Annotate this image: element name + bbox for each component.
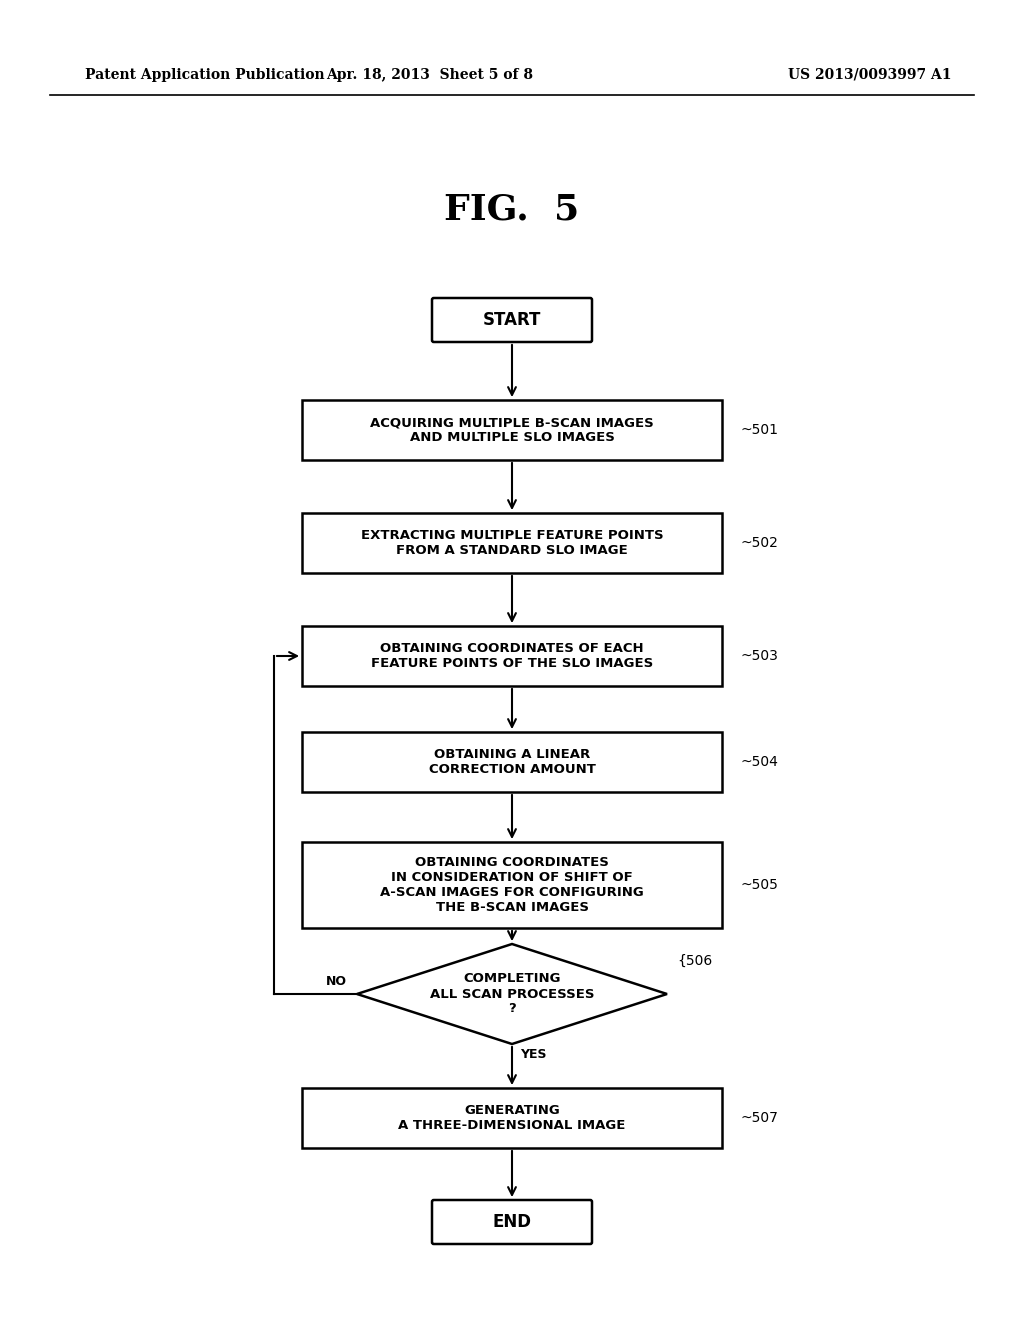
Bar (302, 733, 722, 792)
Text: ACQUIRING MULTIPLE B-SCAN IMAGES
AND MULTIPLE SLO IMAGES: ACQUIRING MULTIPLE B-SCAN IMAGES AND MUL… (370, 416, 654, 444)
Text: ~502: ~502 (740, 536, 778, 550)
Text: START: START (482, 312, 542, 329)
Text: ~503: ~503 (740, 649, 778, 663)
Text: Patent Application Publication: Patent Application Publication (85, 69, 325, 82)
Bar (302, 400, 722, 459)
Text: US 2013/0093997 A1: US 2013/0093997 A1 (788, 69, 951, 82)
Text: EXTRACTING MULTIPLE FEATURE POINTS
FROM A STANDARD SLO IMAGE: EXTRACTING MULTIPLE FEATURE POINTS FROM … (360, 529, 664, 557)
Text: FIG.  5: FIG. 5 (444, 193, 580, 227)
Polygon shape (357, 944, 667, 1044)
Text: ~501: ~501 (740, 422, 778, 437)
Text: END: END (493, 1213, 531, 1232)
Text: {506: {506 (677, 954, 713, 968)
FancyBboxPatch shape (432, 1200, 592, 1243)
Text: OBTAINING COORDINATES
IN CONSIDERATION OF SHIFT OF
A-SCAN IMAGES FOR CONFIGURING: OBTAINING COORDINATES IN CONSIDERATION O… (380, 855, 644, 913)
Text: OBTAINING COORDINATES OF EACH
FEATURE POINTS OF THE SLO IMAGES: OBTAINING COORDINATES OF EACH FEATURE PO… (371, 642, 653, 671)
Bar (302, 842, 722, 928)
Text: ~507: ~507 (740, 1111, 778, 1125)
Text: YES: YES (520, 1048, 547, 1061)
Text: NO: NO (326, 975, 347, 987)
Text: GENERATING
A THREE-DIMENSIONAL IMAGE: GENERATING A THREE-DIMENSIONAL IMAGE (398, 1104, 626, 1133)
Bar (302, 626, 722, 686)
Text: OBTAINING A LINEAR
CORRECTION AMOUNT: OBTAINING A LINEAR CORRECTION AMOUNT (429, 748, 595, 776)
FancyBboxPatch shape (432, 298, 592, 342)
Text: ~504: ~504 (740, 755, 778, 770)
Text: Apr. 18, 2013  Sheet 5 of 8: Apr. 18, 2013 Sheet 5 of 8 (327, 69, 534, 82)
Bar (302, 513, 722, 573)
Text: COMPLETING
ALL SCAN PROCESSES
?: COMPLETING ALL SCAN PROCESSES ? (430, 973, 594, 1015)
Bar (302, 1088, 722, 1148)
Text: ~505: ~505 (740, 878, 778, 892)
